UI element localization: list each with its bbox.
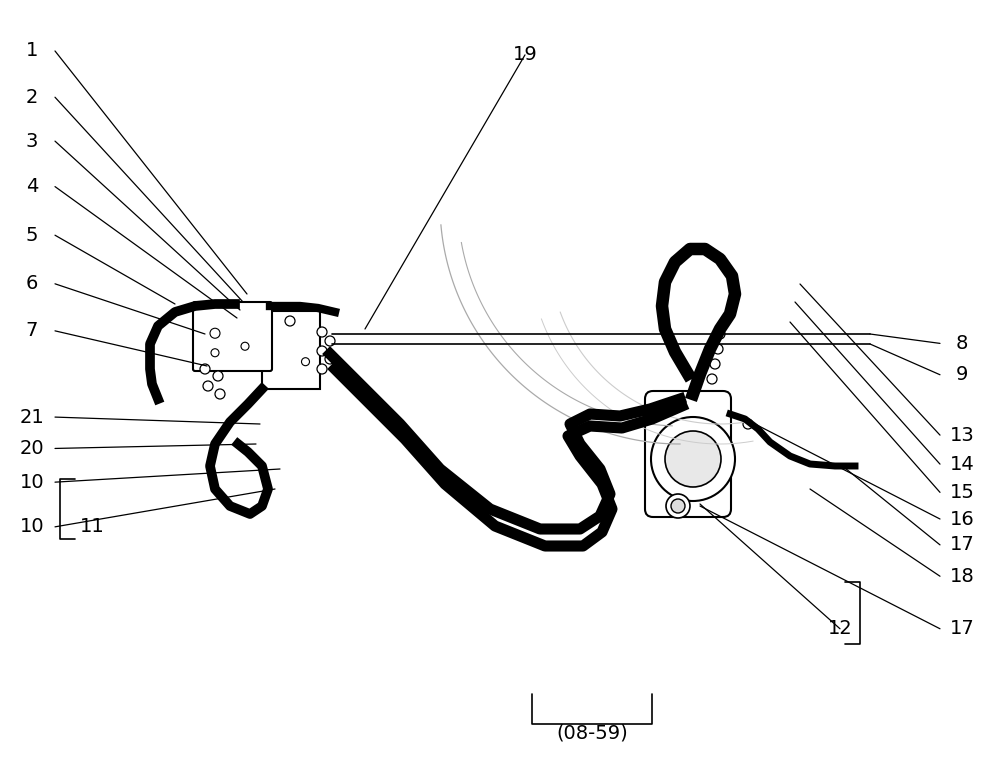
Circle shape bbox=[210, 328, 220, 338]
Circle shape bbox=[707, 374, 717, 384]
Text: 10: 10 bbox=[20, 473, 44, 492]
Circle shape bbox=[665, 431, 721, 487]
Text: 19: 19 bbox=[513, 45, 537, 64]
Circle shape bbox=[317, 346, 327, 356]
Circle shape bbox=[213, 371, 223, 381]
FancyBboxPatch shape bbox=[193, 302, 272, 371]
Text: 12: 12 bbox=[828, 619, 852, 638]
Circle shape bbox=[215, 389, 225, 399]
Text: 17: 17 bbox=[950, 619, 974, 638]
Text: 18: 18 bbox=[950, 567, 974, 586]
Circle shape bbox=[317, 364, 327, 374]
Circle shape bbox=[203, 381, 213, 391]
Text: 16: 16 bbox=[950, 510, 974, 528]
Text: 15: 15 bbox=[950, 483, 974, 502]
Text: 11: 11 bbox=[80, 517, 104, 536]
Circle shape bbox=[671, 499, 685, 513]
Circle shape bbox=[200, 364, 210, 374]
Text: 20: 20 bbox=[20, 439, 44, 458]
Circle shape bbox=[715, 329, 725, 339]
Circle shape bbox=[325, 336, 335, 346]
Text: 4: 4 bbox=[26, 177, 38, 196]
Circle shape bbox=[710, 359, 720, 369]
Text: 10: 10 bbox=[20, 517, 44, 536]
Circle shape bbox=[211, 349, 219, 357]
Circle shape bbox=[743, 419, 753, 429]
FancyBboxPatch shape bbox=[645, 391, 731, 517]
Circle shape bbox=[713, 344, 723, 354]
Text: 3: 3 bbox=[26, 132, 38, 151]
Text: 13: 13 bbox=[950, 426, 974, 445]
Text: 2: 2 bbox=[26, 88, 38, 107]
Circle shape bbox=[302, 358, 310, 365]
Circle shape bbox=[325, 354, 335, 364]
Text: 8: 8 bbox=[956, 334, 968, 353]
Text: 5: 5 bbox=[26, 226, 38, 245]
Circle shape bbox=[317, 327, 327, 337]
Text: (08-59): (08-59) bbox=[556, 724, 628, 742]
Text: 1: 1 bbox=[26, 42, 38, 60]
Circle shape bbox=[241, 343, 249, 350]
Text: 9: 9 bbox=[956, 365, 968, 384]
Bar bbox=[262, 311, 320, 389]
Text: 21: 21 bbox=[20, 408, 44, 426]
Text: 14: 14 bbox=[950, 455, 974, 474]
Circle shape bbox=[285, 316, 295, 326]
Text: 7: 7 bbox=[26, 321, 38, 340]
Circle shape bbox=[651, 417, 735, 501]
Text: 17: 17 bbox=[950, 535, 974, 554]
Text: 6: 6 bbox=[26, 274, 38, 293]
Circle shape bbox=[666, 494, 690, 518]
